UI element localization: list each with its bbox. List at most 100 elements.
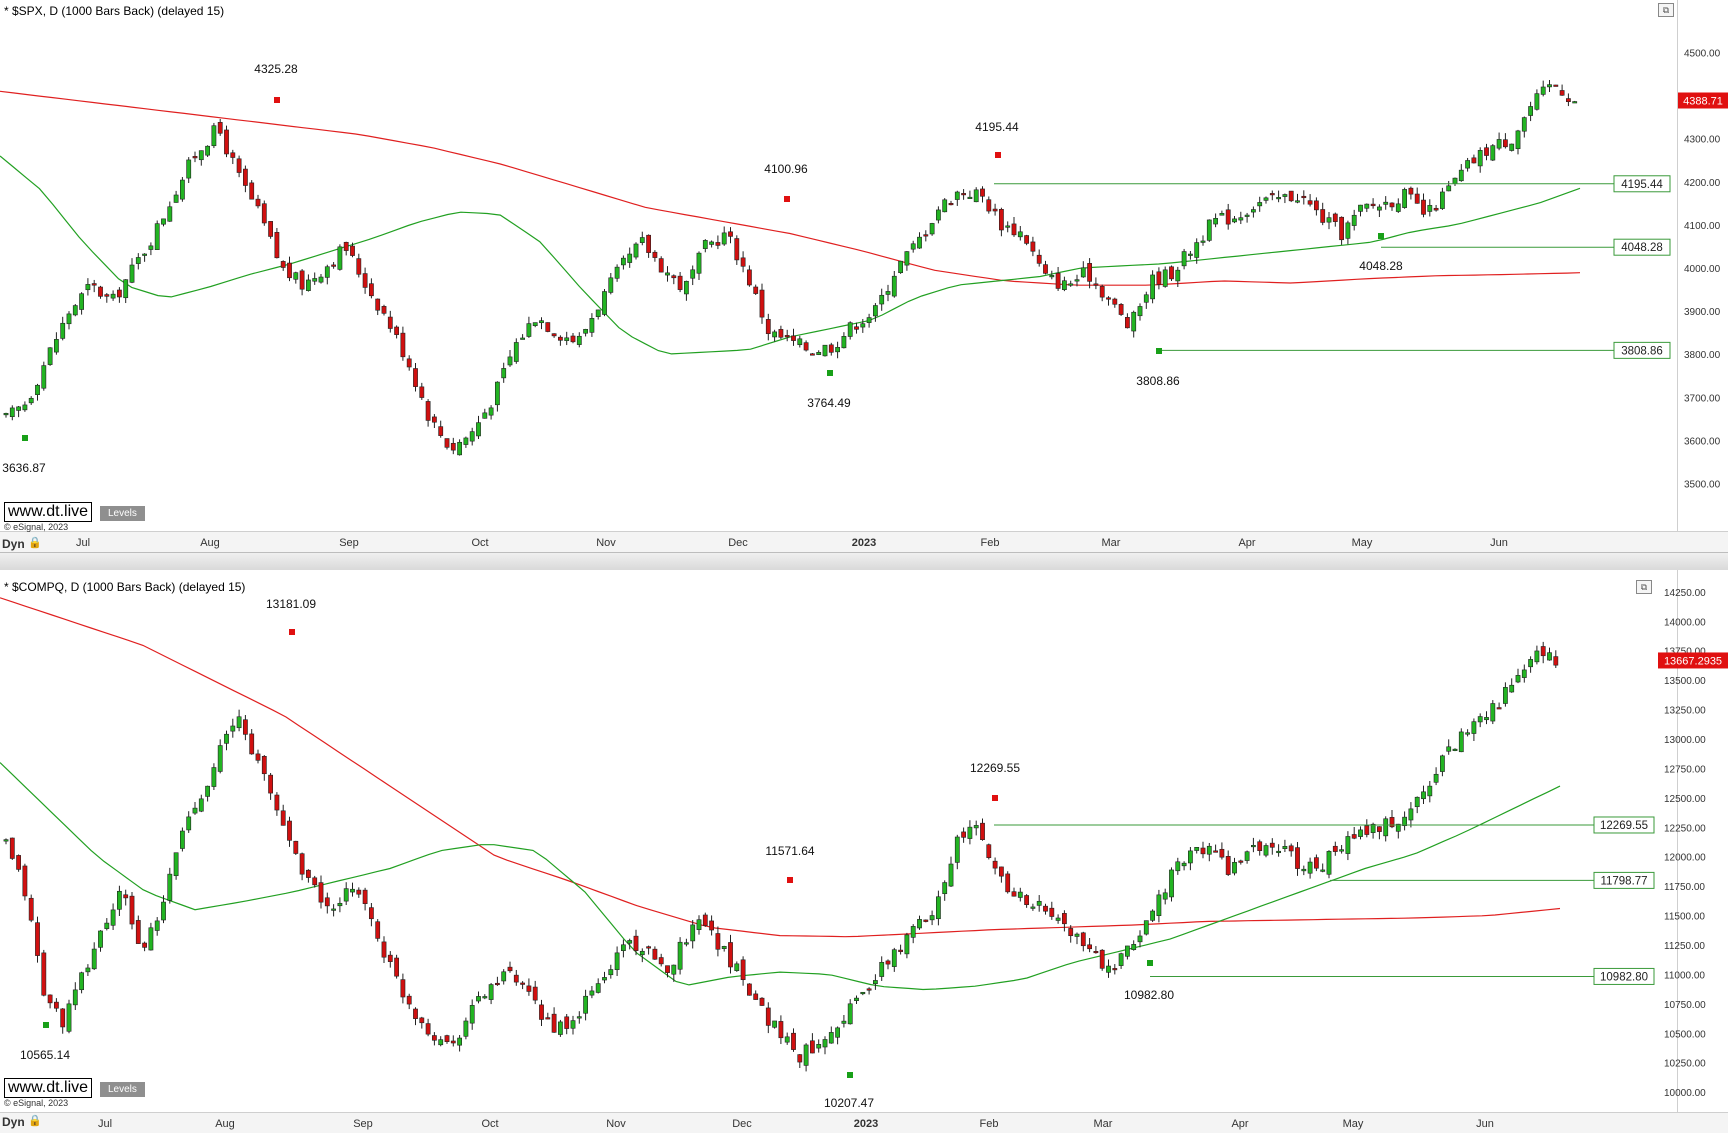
candle [293, 840, 299, 855]
candle [1269, 190, 1275, 201]
candle [910, 924, 916, 944]
spx-levels-button[interactable]: Levels [100, 506, 145, 521]
candle [501, 362, 507, 383]
comp-levels-button[interactable]: Levels [100, 1082, 145, 1097]
lock-icon[interactable]: 🔒 [28, 1115, 42, 1127]
candle [1358, 204, 1363, 217]
spx-chart-canvas[interactable]: 4500.004400.004300.004200.004100.004000.… [0, 0, 1728, 552]
level-label: 3808.86 [1621, 345, 1663, 357]
candle [910, 240, 916, 253]
candle [324, 264, 330, 285]
candle [1030, 903, 1036, 911]
spx-dyn-label[interactable]: Dyn [2, 537, 25, 551]
candle [431, 414, 437, 429]
candle [520, 981, 525, 990]
candle [551, 333, 557, 338]
candle [532, 322, 538, 328]
candle [1024, 894, 1029, 908]
candle [1030, 236, 1036, 257]
candle [1219, 210, 1225, 216]
candle [305, 869, 311, 883]
candle [1024, 234, 1029, 246]
candle [671, 964, 677, 982]
pane-divider[interactable] [0, 552, 1728, 572]
comp-chart-pane[interactable]: 14250.00 14000.00 13750.00 13500.00 13250.00… [0, 570, 1728, 1133]
lock-icon[interactable]: 🔒 [28, 537, 42, 549]
candle [1326, 211, 1332, 230]
candle [129, 892, 135, 930]
restore-window-icon[interactable]: ⧉ [1658, 3, 1674, 17]
candle [998, 866, 1004, 883]
swing-annotation: 4325.28 [254, 62, 298, 76]
candle [1414, 796, 1420, 814]
candle [1062, 910, 1067, 932]
candle [261, 755, 267, 781]
candle [1465, 729, 1470, 737]
candle [746, 983, 752, 996]
swing-annotation: 3636.87 [2, 461, 46, 475]
candle [66, 999, 72, 1034]
candle [973, 187, 979, 203]
candle [1288, 190, 1294, 203]
candle [274, 792, 280, 816]
y-tick-label: 3800.00 [1684, 350, 1721, 361]
candle [1427, 780, 1433, 803]
candle [249, 180, 255, 200]
candle [1465, 157, 1470, 172]
swing-annotation: 4195.44 [975, 120, 1019, 134]
comp-time-axis[interactable] [0, 1112, 1728, 1133]
candle [1225, 203, 1231, 230]
candle [923, 230, 929, 242]
candle [381, 304, 387, 316]
candle [1540, 641, 1546, 664]
candle [1251, 837, 1256, 853]
y-tick-label: 12000.00 [1664, 853, 1706, 864]
candle [1068, 280, 1074, 287]
swing-low-marker [847, 1072, 853, 1078]
candle [501, 969, 507, 985]
candle [1181, 248, 1187, 270]
level-box [1613, 238, 1671, 256]
candle [627, 247, 633, 268]
candle [1559, 84, 1565, 96]
candle [1301, 190, 1307, 205]
candle [186, 157, 192, 184]
x-tick-label: May [1343, 1118, 1364, 1130]
restore-window-icon[interactable]: ⧉ [1636, 580, 1652, 594]
candle [293, 271, 299, 284]
swing-annotation: 3808.86 [1136, 374, 1180, 388]
candle [1282, 193, 1288, 204]
candle [1269, 838, 1275, 855]
candle [570, 1015, 576, 1035]
candle [1062, 276, 1067, 292]
comp-chart-canvas[interactable]: 14250.00 14000.00 13750.00 13500.00 13250.00… [0, 570, 1728, 1133]
y-tick-label: 11750.00 [1664, 882, 1705, 893]
level-box [1593, 871, 1655, 889]
comp-dyn-label[interactable]: Dyn [2, 1115, 25, 1129]
candle [1194, 847, 1200, 854]
candle [652, 946, 658, 960]
swing-annotation: 10207.47 [824, 1096, 874, 1110]
candle [1458, 164, 1464, 182]
candle [1131, 940, 1137, 951]
candle [986, 196, 992, 214]
candle [211, 763, 217, 791]
candle [1118, 952, 1124, 969]
candle [324, 892, 330, 914]
candle [1364, 203, 1370, 213]
candle [602, 971, 607, 984]
candle [759, 283, 765, 324]
candle [734, 961, 740, 972]
candle [268, 221, 273, 239]
candle [557, 335, 563, 346]
spx-price-axis[interactable] [1677, 0, 1728, 552]
swing-low-marker [827, 370, 833, 376]
candle [935, 206, 941, 224]
candle [935, 890, 941, 926]
spx-time-axis[interactable] [0, 531, 1728, 552]
candle [1295, 193, 1300, 204]
candle [639, 948, 645, 963]
spx-chart-pane[interactable]: 4500.004400.004300.004200.004100.004000.… [0, 0, 1728, 552]
candle [22, 401, 28, 412]
candle [117, 287, 122, 303]
